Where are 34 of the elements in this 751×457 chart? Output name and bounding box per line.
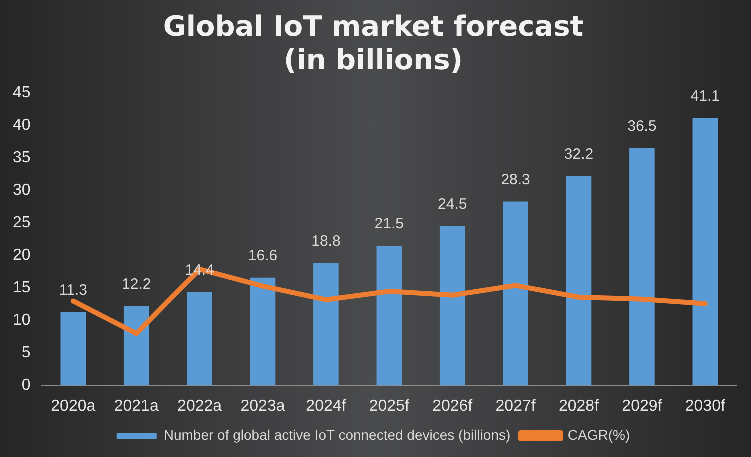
x-tick-label: 2027f <box>496 398 536 415</box>
data-label: 41.1 <box>690 88 720 106</box>
y-tick-label: 20 <box>13 247 31 264</box>
x-tick-label: 2030f <box>685 398 726 415</box>
x-tick-label: 2023a <box>240 398 286 415</box>
x-tick-label: 2020a <box>51 398 96 415</box>
y-tick-label: 5 <box>22 344 31 362</box>
y-tick-label: 15 <box>13 280 31 297</box>
x-tick-label: 2022a <box>178 398 222 415</box>
y-tick-label: 40 <box>13 117 31 134</box>
y-tick-label: 35 <box>13 150 31 167</box>
x-tick-label: 2026f <box>432 398 474 415</box>
data-label: 11.3 <box>59 282 88 299</box>
y-tick-label: 10 <box>13 312 31 330</box>
data-label: 36.5 <box>628 118 657 136</box>
chart-title: Global IoT market forecast (in billions) <box>163 10 584 77</box>
data-label: 21.5 <box>374 216 404 233</box>
data-label: 16.6 <box>248 248 278 265</box>
data-label: 18.8 <box>312 233 341 250</box>
data-label: 12.2 <box>122 276 152 294</box>
y-tick-label: 45 <box>13 84 31 102</box>
legend-label: Number of global active IoT connected devices (billions) <box>164 426 511 443</box>
legend-label: CAGR(%) <box>568 426 630 443</box>
data-label: 28.3 <box>501 171 530 188</box>
y-tick-label: 25 <box>13 214 31 232</box>
data-label: 32.2 <box>564 146 594 164</box>
y-tick-label: 30 <box>13 182 31 200</box>
data-label: 24.5 <box>438 196 468 214</box>
x-tick-label: 2021a <box>114 398 159 415</box>
x-tick-label: 2024f <box>306 398 347 415</box>
y-tick-label: 0 <box>22 377 31 394</box>
x-tick-label: 2029f <box>622 398 663 415</box>
x-tick-label: 2025f <box>369 398 410 415</box>
x-tick-label: 2028f <box>558 398 600 415</box>
